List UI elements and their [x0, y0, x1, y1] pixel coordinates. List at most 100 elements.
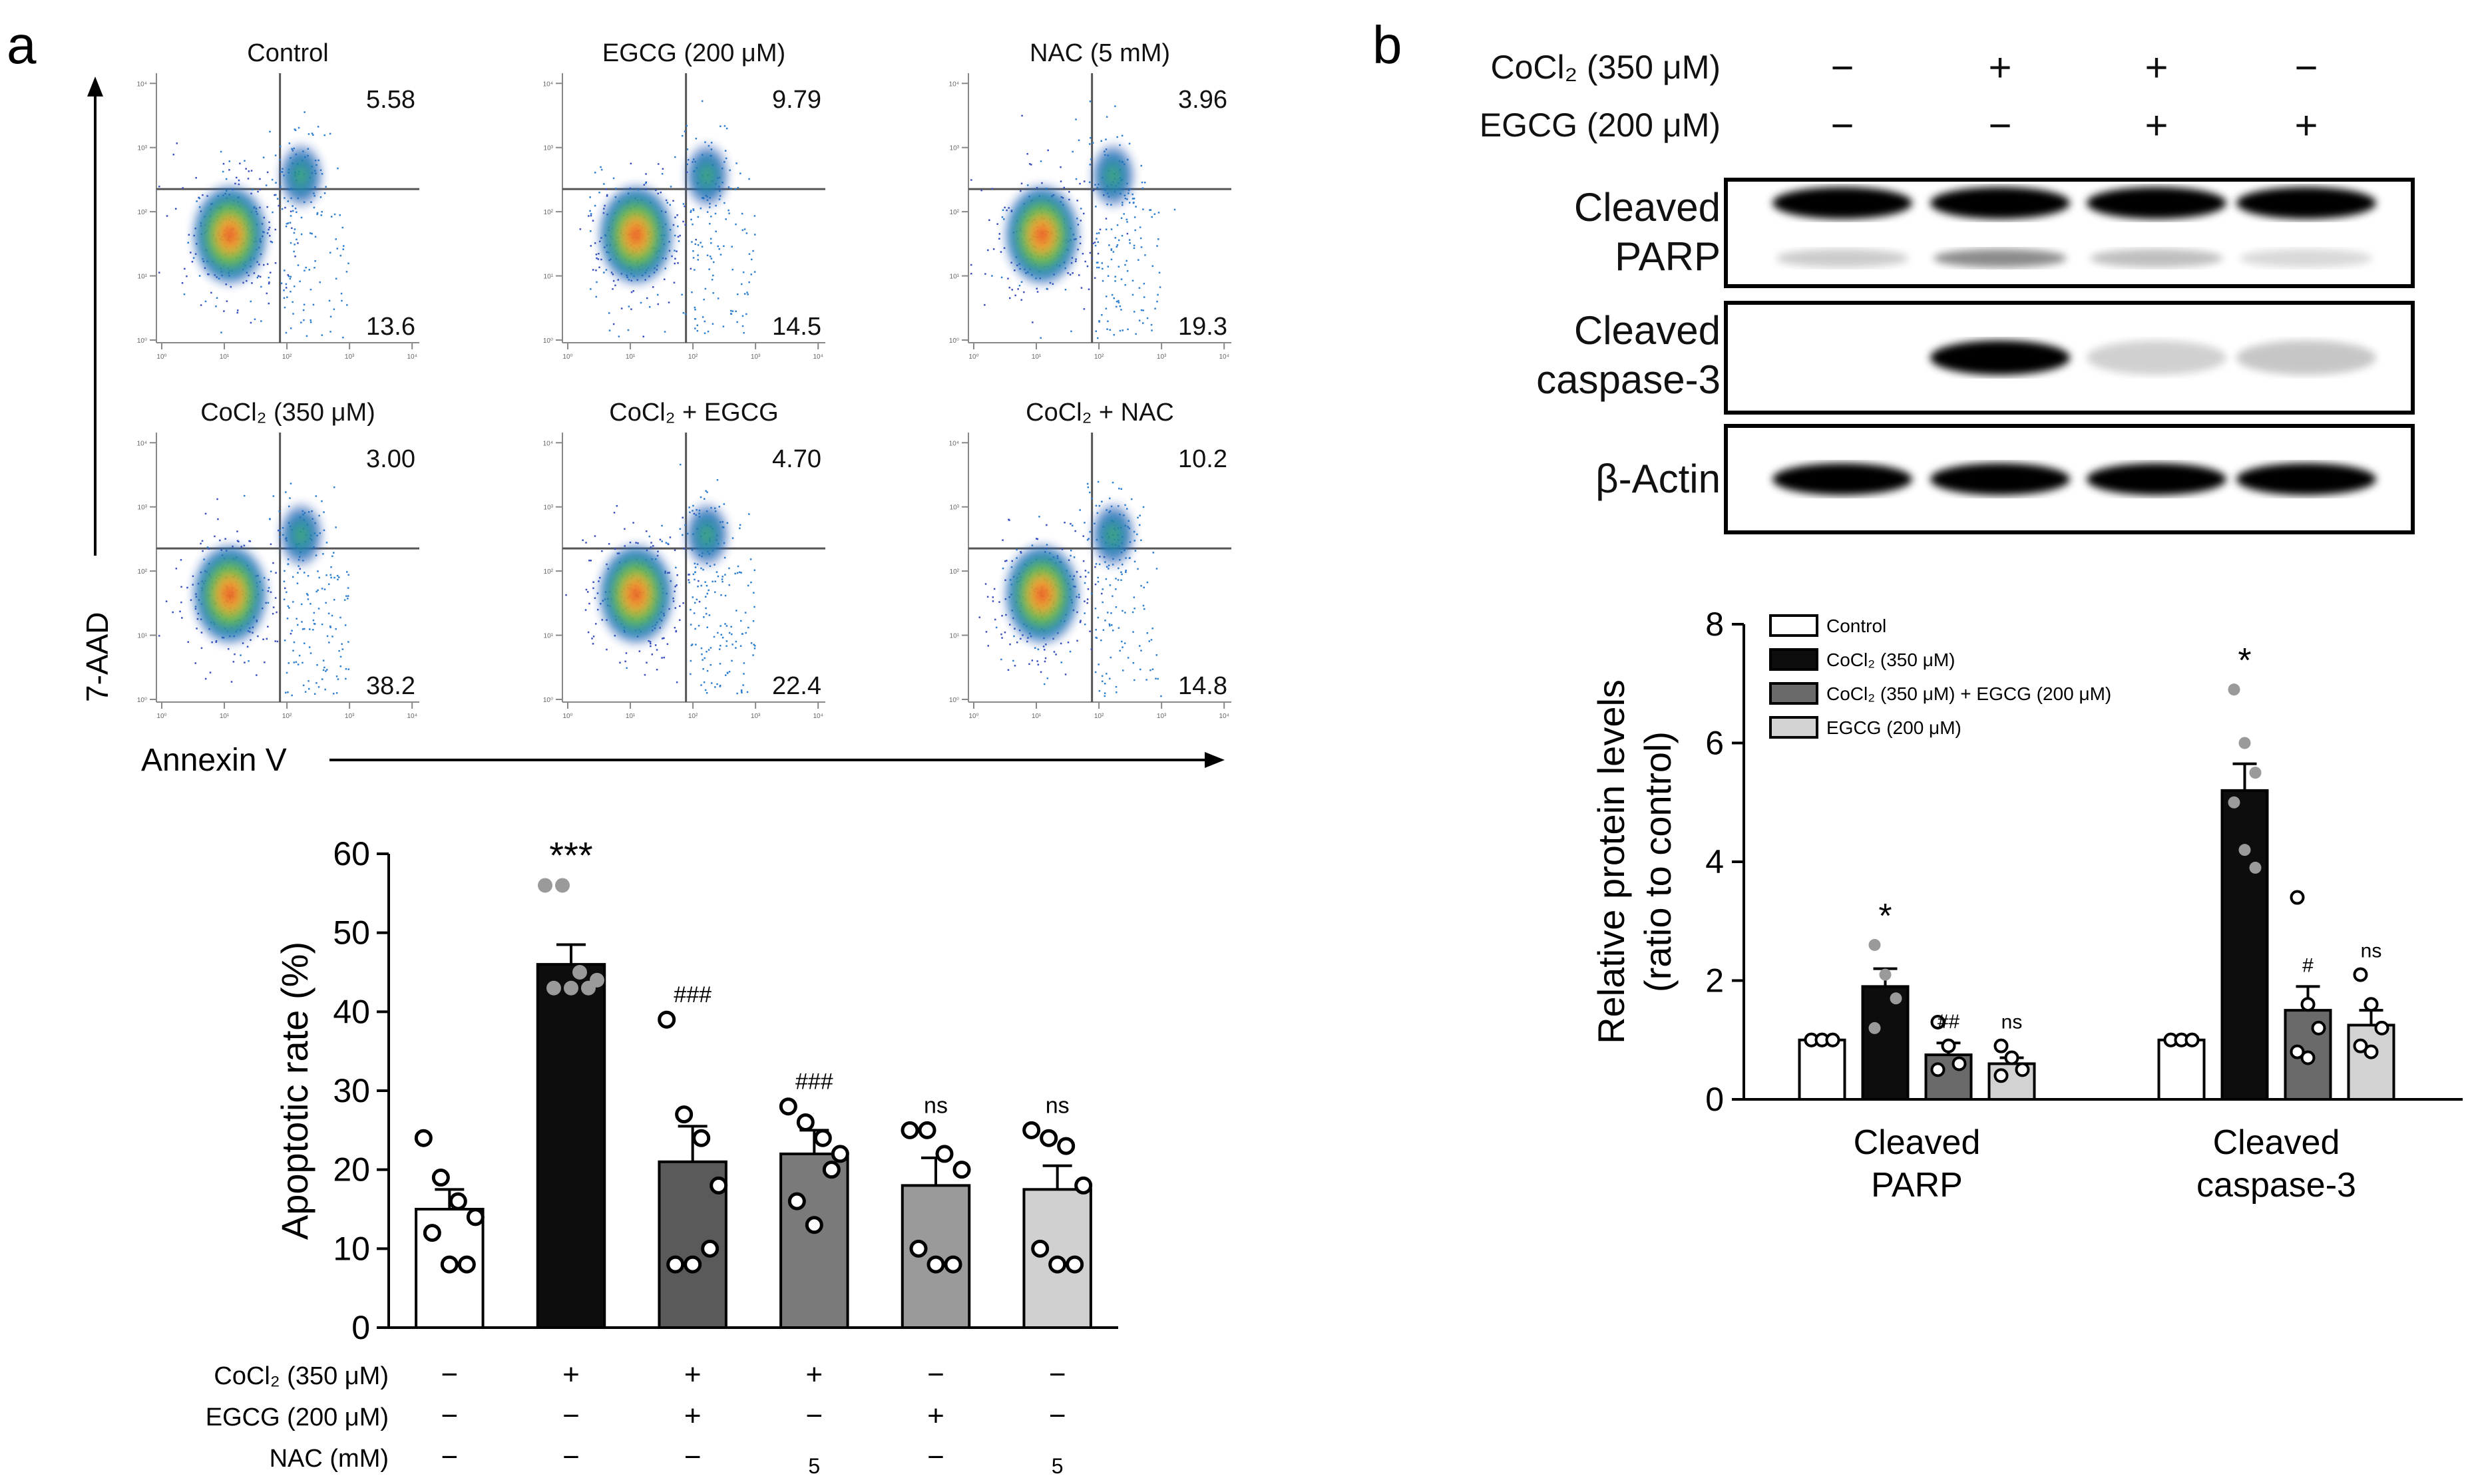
flow-event — [1101, 592, 1103, 595]
significance-label: * — [1878, 897, 1892, 936]
y-axis-label: (ratio to control) — [1637, 731, 1679, 992]
data-point — [2015, 1062, 2030, 1077]
flow-event — [719, 663, 721, 665]
flow-event — [272, 211, 274, 214]
flow-event — [1134, 550, 1137, 552]
blot-band — [2236, 187, 2376, 219]
flow-event — [1157, 238, 1159, 240]
flow-event — [1001, 637, 1003, 639]
flow-event — [1011, 289, 1013, 291]
flow-event — [1072, 150, 1074, 153]
flow-event — [286, 296, 288, 298]
flow-event — [1055, 653, 1057, 655]
flow-y-tick-label: 10³ — [544, 145, 554, 152]
flow-y-tick-label: 10² — [138, 568, 148, 576]
flow-x-tick-label: 10⁴ — [407, 353, 417, 361]
flow-event — [1118, 301, 1120, 303]
flow-event — [275, 194, 277, 196]
condition-sign: − — [441, 1441, 458, 1473]
significance-label: ns — [1046, 1093, 1070, 1118]
flow-event — [280, 282, 283, 284]
flow-event — [196, 628, 198, 630]
flow-event — [728, 567, 730, 570]
flow-event — [1102, 680, 1104, 682]
flow-event — [998, 233, 1000, 235]
flow-event — [1036, 287, 1038, 289]
flow-event — [287, 563, 290, 566]
flow-event — [1122, 329, 1124, 331]
flow-event — [1157, 677, 1159, 680]
flow-event — [725, 640, 728, 642]
condition-sign: − — [441, 1358, 458, 1391]
flow-event — [344, 624, 347, 626]
flow-event — [1123, 213, 1125, 215]
flow-event — [708, 614, 711, 616]
flow-event — [320, 214, 322, 216]
flow-event — [1100, 140, 1102, 142]
flow-event — [679, 528, 682, 530]
flow-event — [1037, 663, 1040, 665]
flow-event — [590, 245, 592, 247]
flow-event — [256, 276, 259, 279]
category-label: caspase-3 — [2196, 1166, 2356, 1205]
flow-event — [1064, 522, 1066, 524]
flow-x-tick-label: 10¹ — [220, 353, 230, 361]
flow-event — [1001, 615, 1003, 617]
flow-event — [1016, 642, 1018, 644]
flow-event — [709, 223, 711, 225]
flow-event — [267, 626, 269, 628]
flow-event — [1104, 695, 1106, 697]
flow-event — [1106, 116, 1108, 118]
flow-event — [1023, 291, 1025, 293]
flow-event — [717, 632, 719, 634]
flow-event — [1098, 563, 1101, 566]
flow-event — [1143, 182, 1146, 184]
flow-event — [165, 600, 168, 602]
flow-event — [285, 331, 288, 334]
flow-event — [606, 195, 608, 197]
flow-event — [612, 279, 615, 282]
flow-event — [226, 300, 228, 302]
flow-event — [705, 607, 707, 610]
data-point — [692, 1129, 711, 1147]
flow-event — [741, 325, 744, 327]
flow-event — [1083, 212, 1085, 215]
flow-x-tick-label: 10⁰ — [562, 353, 572, 361]
flow-event — [696, 329, 699, 332]
flow-event — [312, 619, 315, 622]
flow-event — [664, 278, 666, 280]
data-point — [658, 1010, 676, 1029]
flow-event — [339, 254, 341, 257]
flow-population-main — [596, 541, 676, 648]
y-tick-label: 8 — [1705, 606, 1724, 643]
flow-event — [694, 269, 696, 271]
flow-event — [180, 601, 182, 604]
flow-event — [737, 186, 739, 189]
flow-event — [1101, 314, 1103, 316]
flow-event — [1131, 611, 1134, 614]
flow-event — [343, 245, 345, 247]
flow-event — [263, 264, 265, 266]
flow-event — [706, 592, 708, 595]
flow-event — [1070, 554, 1072, 557]
flow-event — [1139, 237, 1142, 240]
flow-event — [308, 646, 311, 648]
flow-event — [992, 600, 994, 602]
flow-x-tick-label: 10³ — [1157, 353, 1167, 361]
flow-event — [297, 242, 299, 244]
flow-event — [1097, 580, 1100, 583]
flow-event — [220, 331, 222, 333]
data-point — [2353, 967, 2368, 982]
flow-event — [1105, 138, 1107, 140]
flow-event — [274, 597, 277, 599]
data-point — [431, 1169, 450, 1187]
flow-event — [271, 241, 274, 244]
flow-event — [183, 293, 186, 295]
flow-event — [695, 644, 697, 646]
flow-population-secondary — [1089, 500, 1137, 570]
flow-event — [688, 579, 690, 581]
flow-event — [314, 236, 317, 238]
flow-event — [1040, 160, 1042, 162]
flow-event — [676, 250, 678, 252]
flow-event — [290, 242, 292, 244]
